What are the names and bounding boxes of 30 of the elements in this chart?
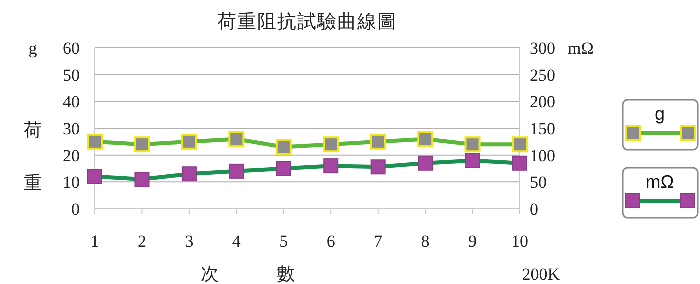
y2-tick-label: 0 [530, 200, 538, 219]
x-tick-label: 6 [326, 232, 336, 251]
x-tick-label: 5 [280, 232, 288, 251]
y-tick-label: 10 [63, 173, 80, 192]
chart-title: 荷重阻抗試驗曲線圖 [218, 12, 398, 33]
y2-axis-title: mΩ [568, 39, 594, 58]
text: 200K [522, 265, 561, 284]
y-tick-label: 0 [72, 200, 80, 219]
y2-tick-label: 50 [530, 173, 547, 192]
x-axis-title: 次數 [201, 264, 353, 284]
x-tick-label: 9 [468, 232, 478, 251]
x-tick-label: 4 [232, 232, 242, 251]
y2-tick-label: 250 [530, 66, 556, 85]
y-tick-label: 30 [63, 120, 80, 138]
y-tick-label: 40 [63, 92, 80, 112]
y-tick-label: 50 [63, 66, 80, 85]
text: 荷重 [24, 120, 42, 193]
y2-tick-label: 150 [530, 120, 556, 138]
x-tick-label: 2 [138, 232, 146, 251]
text: g [28, 39, 38, 58]
x-tick-label: 10 [512, 232, 528, 251]
x-tick-label: 3 [185, 232, 194, 251]
y2-tick-label: 300 [530, 39, 556, 58]
x-tick-label: 8 [421, 232, 430, 251]
x-tick-label: 1 [90, 232, 100, 251]
x-tick-label: 7 [374, 232, 384, 251]
y-tick-label: 20 [63, 146, 80, 166]
y2-tick-label: 200 [530, 92, 556, 112]
y-tick-label: 60 [63, 39, 80, 58]
y2-tick-label: 100 [530, 146, 556, 166]
